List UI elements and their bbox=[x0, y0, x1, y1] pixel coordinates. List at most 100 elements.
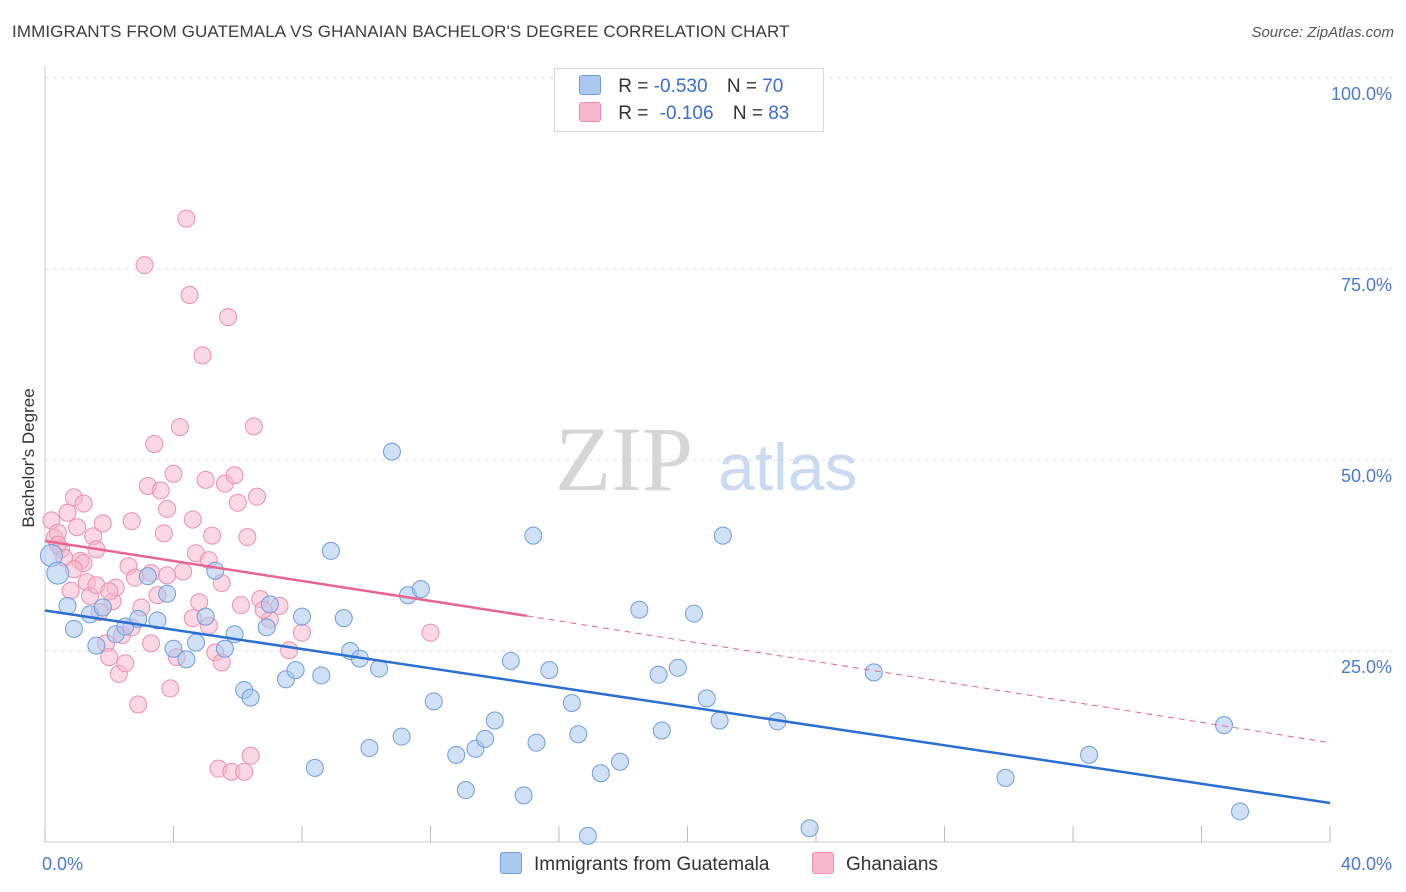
guatemala-point bbox=[46, 561, 70, 585]
guatemala-point bbox=[206, 561, 225, 580]
guatemala-point bbox=[864, 663, 883, 682]
guatemala-point bbox=[196, 607, 215, 626]
ghanaians-point bbox=[248, 487, 267, 506]
guatemala-point bbox=[652, 721, 671, 740]
guatemala-point bbox=[87, 636, 106, 655]
guatemala-point bbox=[996, 768, 1015, 787]
guatemala-point bbox=[257, 618, 276, 637]
ghanaians-point bbox=[183, 510, 202, 529]
guatemala-point bbox=[64, 619, 83, 638]
guatemala-point bbox=[1080, 745, 1099, 764]
trend-lines bbox=[44, 539, 1331, 805]
guatemala-point bbox=[501, 651, 520, 670]
y-tick-label: 50.0% bbox=[1341, 466, 1392, 486]
ghanaians-point bbox=[196, 470, 215, 489]
guatemala-point bbox=[260, 595, 279, 614]
legend-r-label: R = bbox=[618, 103, 649, 124]
ghanaians-point bbox=[158, 499, 177, 518]
ghanaians-point bbox=[293, 623, 311, 642]
guatemala-point bbox=[186, 633, 205, 652]
ghanaians-point bbox=[151, 481, 170, 500]
guatemala-point bbox=[476, 729, 495, 748]
guatemala-point bbox=[312, 666, 331, 685]
ghanaians-point bbox=[421, 623, 440, 642]
guatemala-point bbox=[456, 781, 475, 800]
ghanaians-point bbox=[145, 434, 164, 453]
ghanaians-point bbox=[116, 654, 135, 673]
ghanaians-point bbox=[68, 518, 87, 537]
guatemala-point bbox=[241, 688, 260, 707]
legend-n-value: 70 bbox=[762, 76, 784, 97]
axes bbox=[44, 66, 1331, 843]
guatemala-point bbox=[649, 665, 668, 684]
legend-n-label: N = bbox=[732, 103, 763, 124]
legend-r-label: R = bbox=[618, 76, 649, 97]
legend-n-value: 83 bbox=[768, 103, 790, 124]
guatemala-point bbox=[569, 725, 588, 744]
ghanaians-point bbox=[280, 641, 299, 660]
legend-n-label: N = bbox=[726, 76, 757, 97]
bottom-legend-ghanaians: Ghanaians bbox=[812, 852, 938, 876]
guatemala-point bbox=[164, 639, 183, 658]
ghanaians-point bbox=[193, 346, 212, 365]
blue-swatch bbox=[500, 852, 522, 874]
guatemala-point bbox=[286, 661, 305, 680]
y-axis-label: Bachelor's Degree bbox=[19, 388, 38, 527]
guatemala-point bbox=[293, 607, 311, 626]
guatemala-point bbox=[630, 600, 649, 619]
series2-label: Ghanaians bbox=[846, 854, 938, 875]
x-tick-label: 0.0% bbox=[42, 854, 83, 874]
ghanaians-point bbox=[142, 634, 161, 653]
guatemala-point bbox=[1214, 716, 1233, 735]
ghanaians-point bbox=[219, 308, 238, 327]
ghanaians-point bbox=[180, 285, 199, 304]
ghanaians-trend-line bbox=[44, 539, 528, 618]
guatemala-point bbox=[697, 689, 716, 708]
guatemala-point bbox=[524, 526, 543, 545]
guatemala-point bbox=[138, 567, 157, 586]
ghanaians-point bbox=[174, 562, 193, 581]
guatemala-point bbox=[562, 693, 581, 712]
guatemala-point bbox=[158, 584, 177, 603]
correlation-legend: R = -0.530 N = 70 R = -0.106 N = 83 bbox=[554, 68, 824, 132]
ghanaians-point bbox=[135, 256, 154, 275]
chart-title: IMMIGRANTS FROM GUATEMALA VS GHANAIAN BA… bbox=[12, 22, 790, 41]
guatemala-point bbox=[485, 711, 504, 730]
watermark: ZIP atlas bbox=[555, 408, 857, 510]
guatemala-point bbox=[668, 658, 687, 677]
guatemala-point bbox=[611, 752, 630, 771]
guatemala-point bbox=[93, 598, 112, 617]
ghanaians-point bbox=[129, 695, 148, 714]
guatemala-point bbox=[540, 661, 559, 680]
ghanaians-point bbox=[244, 417, 263, 436]
guatemala-point bbox=[591, 764, 610, 783]
watermark-atlas: atlas bbox=[718, 430, 857, 504]
guatemala-point bbox=[321, 541, 340, 560]
ghanaians-point bbox=[100, 582, 119, 601]
ghanaians-point bbox=[235, 762, 254, 781]
ghanaians-point bbox=[93, 514, 112, 533]
guatemala-point bbox=[514, 786, 533, 805]
guatemala-point bbox=[334, 609, 353, 628]
ghanaians-point bbox=[161, 679, 180, 698]
guatemala-point bbox=[527, 733, 546, 752]
y-tick-label: 100.0% bbox=[1331, 84, 1392, 104]
y-tick-label: 75.0% bbox=[1341, 275, 1392, 295]
ghanaians-point bbox=[154, 524, 173, 543]
ghanaians-point bbox=[231, 596, 250, 615]
ghanaians-point bbox=[122, 512, 141, 531]
guatemala-trend-line bbox=[44, 609, 1331, 805]
guatemala-point bbox=[684, 604, 703, 623]
guatemala-point bbox=[382, 442, 401, 461]
ghanaians-point bbox=[158, 566, 177, 585]
guatemala-point bbox=[447, 745, 466, 764]
legend-row-ghanaians: R = -0.106 N = 83 bbox=[579, 102, 789, 128]
watermark-zip: ZIP bbox=[555, 408, 693, 510]
legend-r-value: -0.530 bbox=[653, 76, 708, 97]
ghanaians-point bbox=[170, 418, 189, 437]
guatemala-point bbox=[215, 639, 234, 658]
ghanaians-point bbox=[61, 581, 80, 600]
series1-label: Immigrants from Guatemala bbox=[534, 854, 770, 875]
ghanaians-trend-extension bbox=[526, 615, 1331, 744]
